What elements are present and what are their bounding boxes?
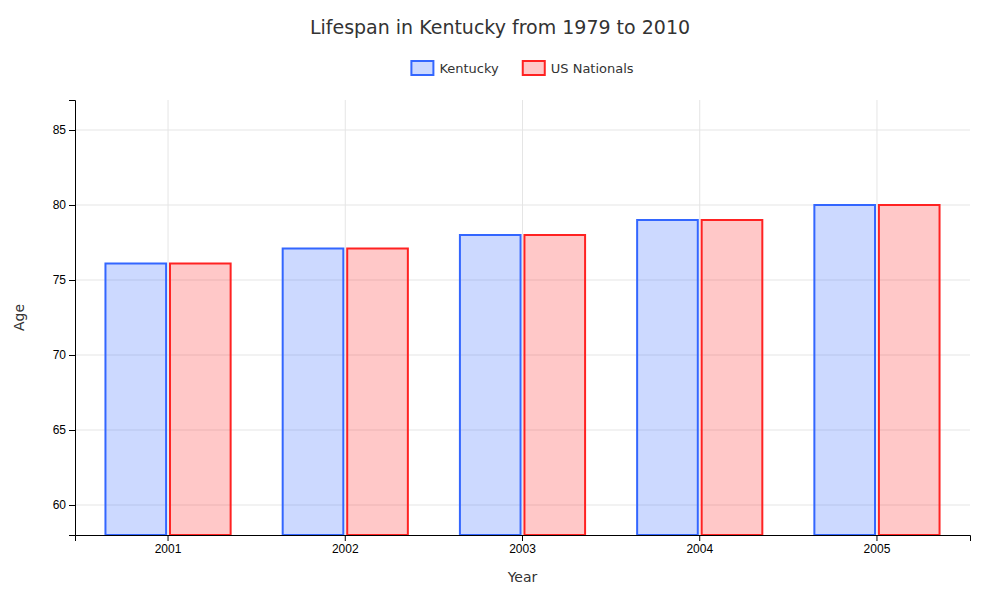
x-tick: 2005 <box>864 535 891 556</box>
y-tick-label: 80 <box>53 198 67 212</box>
y-tick: 80 <box>53 198 75 212</box>
grid-line-x <box>876 100 877 535</box>
x-axis: 2001 2002 2003 2004 2005 <box>76 535 971 556</box>
bar <box>814 205 875 535</box>
x-tick-label: 2001 <box>155 542 182 556</box>
bar <box>170 264 231 536</box>
bar <box>347 249 408 536</box>
y-tick-label: 65 <box>53 423 67 437</box>
x-axis-title: Year <box>507 569 538 585</box>
y-tick-mark <box>69 280 75 281</box>
x-tick: 2001 <box>155 535 182 556</box>
bar <box>105 264 166 536</box>
x-tick-label: 2002 <box>332 542 359 556</box>
x-tick-mark <box>876 535 877 541</box>
bar-series <box>105 205 875 535</box>
x-tick: 2002 <box>332 535 359 556</box>
y-tick-mark <box>69 130 75 131</box>
grid <box>75 100 970 535</box>
legend-label: US Nationals <box>551 61 634 76</box>
y-axis-line <box>69 101 76 536</box>
legend: Kentucky US Nationals <box>411 61 633 76</box>
y-tick-mark <box>69 430 75 431</box>
y-tick-label: 85 <box>53 123 67 137</box>
bar <box>524 235 585 535</box>
bar <box>879 205 940 535</box>
y-tick: 60 <box>53 498 75 512</box>
x-tick-label: 2004 <box>686 542 713 556</box>
x-tick-mark <box>699 535 700 541</box>
y-axis-title: Age <box>11 304 27 331</box>
x-tick-mark <box>345 535 346 541</box>
chart: 2001 2002 2003 2004 2005 60 65 70 75 80 85 Year Age L… <box>0 0 1000 600</box>
x-tick: 2003 <box>509 535 536 556</box>
y-tick-mark <box>69 205 75 206</box>
x-tick-label: 2003 <box>509 542 536 556</box>
grid-line-x <box>522 100 523 535</box>
bars <box>105 205 939 535</box>
y-axis: 60 65 70 75 80 85 <box>53 101 76 536</box>
grid-line-x <box>699 100 700 535</box>
x-tick: 2004 <box>686 535 713 556</box>
bar <box>460 235 521 535</box>
y-tick-mark <box>69 505 75 506</box>
y-tick-label: 75 <box>53 273 67 287</box>
legend-label: Kentucky <box>439 61 499 76</box>
y-tick: 75 <box>53 273 75 287</box>
title: Lifespan in Kentucky from 1979 to 2010 <box>310 16 690 38</box>
plot: 2001 2002 2003 2004 2005 60 65 70 75 80 85 <box>53 100 971 556</box>
legend-item: Kentucky <box>411 61 499 76</box>
x-tick-mark <box>168 535 169 541</box>
bar <box>702 220 763 535</box>
y-tick: 70 <box>53 348 75 362</box>
grid-line-x <box>345 100 346 535</box>
x-tick-mark <box>522 535 523 541</box>
y-tick: 65 <box>53 423 75 437</box>
y-tick: 85 <box>53 123 75 137</box>
x-tick-label: 2005 <box>864 542 891 556</box>
legend-item: US Nationals <box>523 61 634 76</box>
legend-swatch <box>523 61 545 75</box>
grid-line-x <box>168 100 169 535</box>
bar <box>283 249 344 536</box>
legend-swatch <box>411 61 433 75</box>
x-axis-line <box>76 536 971 542</box>
y-tick-label: 70 <box>53 348 67 362</box>
bar <box>637 220 698 535</box>
y-tick-mark <box>69 355 75 356</box>
bar-series <box>170 205 940 535</box>
y-tick-label: 60 <box>53 498 67 512</box>
